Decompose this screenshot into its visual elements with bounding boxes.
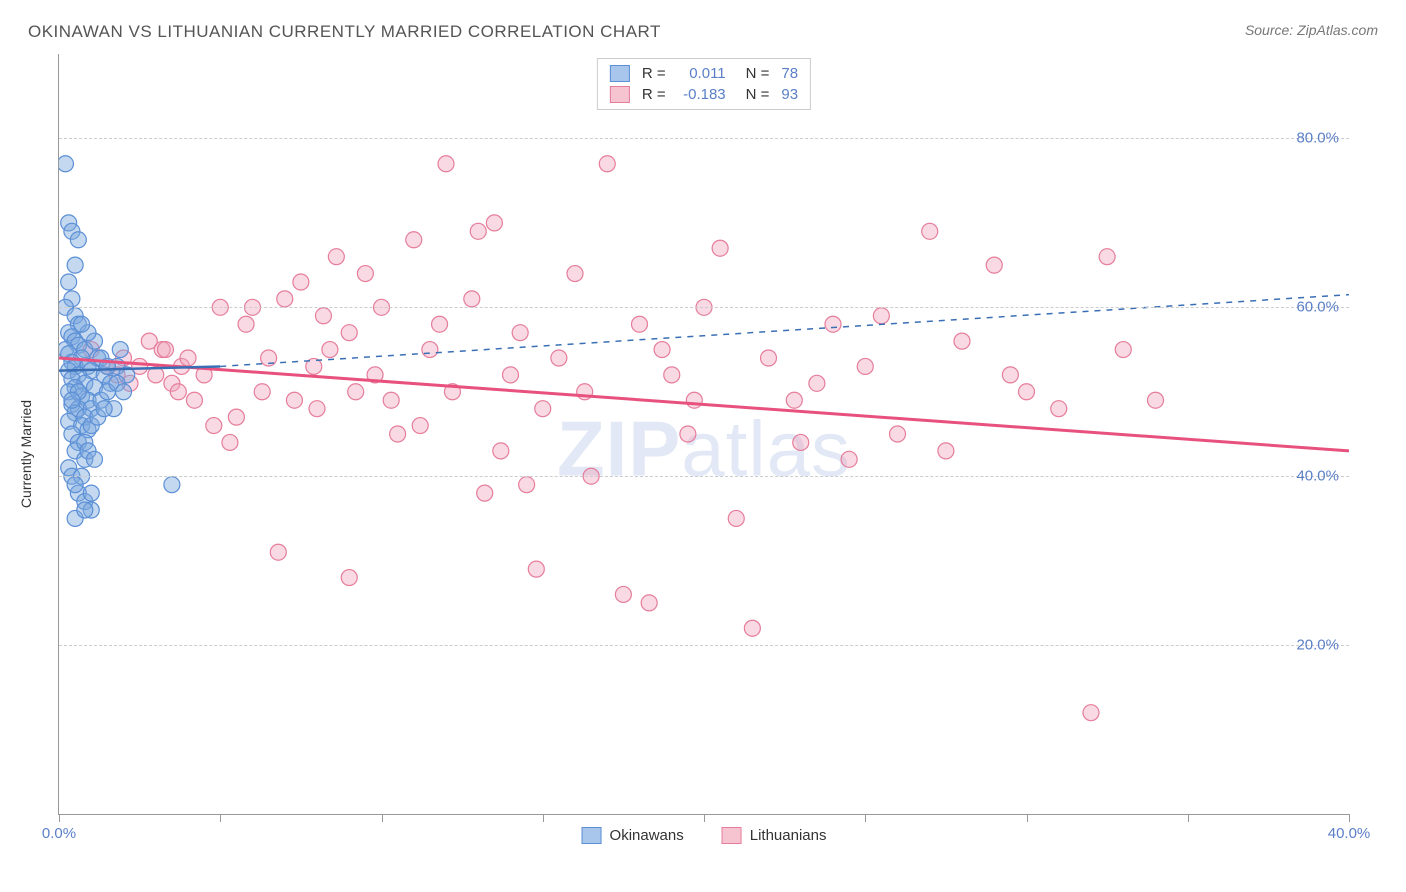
swatch-okinawans xyxy=(610,65,630,82)
chart-source: Source: ZipAtlas.com xyxy=(1245,22,1378,38)
xtick xyxy=(1349,814,1350,822)
xaxis-max-label: 40.0% xyxy=(1328,825,1371,842)
chart-header: OKINAWAN VS LITHUANIAN CURRENTLY MARRIED… xyxy=(0,0,1406,52)
chart-wrap: Currently Married R = 0.011 N = 78 R = -… xyxy=(28,54,1378,854)
legend-item-okinawans: Okinawans xyxy=(582,827,684,844)
legend-n-value: 93 xyxy=(781,86,798,103)
ytick-label: 20.0% xyxy=(1296,637,1339,654)
legend-series: Okinawans Lithuanians xyxy=(582,827,827,844)
gridline xyxy=(59,307,1349,308)
legend-r-label: R = xyxy=(642,65,666,82)
xtick xyxy=(220,814,221,822)
swatch-lithuanians xyxy=(610,86,630,103)
legend-n-label: N = xyxy=(746,65,770,82)
swatch-okinawans xyxy=(582,827,602,844)
legend-r-value: -0.183 xyxy=(678,86,726,103)
xaxis-min-label: 0.0% xyxy=(42,825,76,842)
xtick xyxy=(704,814,705,822)
gridline xyxy=(59,476,1349,477)
xtick xyxy=(59,814,60,822)
xtick xyxy=(1027,814,1028,822)
gridline xyxy=(59,138,1349,139)
legend-n-value: 78 xyxy=(781,65,798,82)
yaxis-label: Currently Married xyxy=(18,400,34,508)
chart-title: OKINAWAN VS LITHUANIAN CURRENTLY MARRIED… xyxy=(28,22,661,42)
legend-label: Okinawans xyxy=(610,827,684,844)
xtick xyxy=(865,814,866,822)
gridline xyxy=(59,645,1349,646)
xtick xyxy=(543,814,544,822)
legend-stats-row: R = 0.011 N = 78 xyxy=(610,63,798,84)
swatch-lithuanians xyxy=(722,827,742,844)
legend-label: Lithuanians xyxy=(750,827,827,844)
xtick xyxy=(382,814,383,822)
ytick-label: 40.0% xyxy=(1296,468,1339,485)
legend-item-lithuanians: Lithuanians xyxy=(722,827,827,844)
xtick xyxy=(1188,814,1189,822)
legend-stats: R = 0.011 N = 78 R = -0.183 N = 93 xyxy=(597,58,811,110)
plot-area: R = 0.011 N = 78 R = -0.183 N = 93 ZIPat… xyxy=(58,54,1349,815)
legend-r-value: 0.011 xyxy=(678,65,726,82)
scatter-svg xyxy=(59,54,1349,814)
ytick-label: 80.0% xyxy=(1296,130,1339,147)
ytick-label: 60.0% xyxy=(1296,299,1339,316)
legend-stats-row: R = -0.183 N = 93 xyxy=(610,84,798,105)
legend-n-label: N = xyxy=(746,86,770,103)
legend-r-label: R = xyxy=(642,86,666,103)
